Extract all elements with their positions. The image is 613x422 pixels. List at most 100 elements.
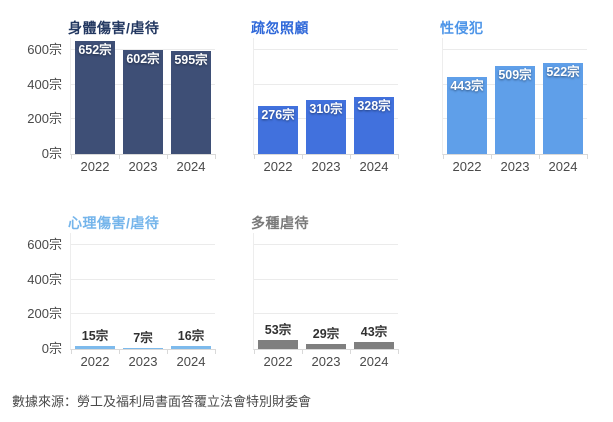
bar-value-label: 276宗 — [261, 108, 295, 122]
data-source-note: 數據來源：勞工及福利局書面答覆立法會特別財委會 — [12, 394, 312, 409]
x-axis-tickmark — [119, 349, 120, 354]
x-axis-tickmark — [539, 154, 540, 159]
x-tick-label: 2023 — [311, 159, 341, 174]
gridline — [443, 48, 587, 50]
x-tick-label: 2024 — [548, 159, 578, 174]
bar-2024[interactable] — [354, 342, 394, 349]
x-tick-label: 2023 — [128, 159, 158, 174]
x-axis-tickmark — [71, 349, 72, 354]
x-axis-tickmark — [350, 154, 351, 159]
gridline — [71, 48, 215, 50]
bar-value-label: 15宗 — [81, 329, 109, 343]
x-tick-label: 2022 — [80, 354, 110, 369]
plot-area: 443宗 2022 509宗 2023 522宗 2024 — [442, 38, 588, 174]
bar-value-label: 602宗 — [126, 52, 160, 66]
x-tick-label: 2024 — [359, 354, 389, 369]
y-tick-label: 400宗 — [27, 76, 62, 92]
chart-title-physical-abuse: 身體傷害/虐待 — [68, 19, 160, 36]
x-axis-tickmark — [443, 154, 444, 159]
x-tick-label: 2023 — [128, 354, 158, 369]
x-tick-label: 2022 — [452, 159, 482, 174]
gridline — [254, 278, 398, 280]
bar-value-label: 310宗 — [309, 102, 343, 116]
bar-value-label: 509宗 — [498, 68, 532, 82]
x-axis-tickmark — [350, 349, 351, 354]
bar-value-label: 29宗 — [312, 327, 340, 341]
bar-2022[interactable] — [447, 77, 487, 154]
x-tick-label: 2022 — [263, 159, 293, 174]
y-tick-label: 200宗 — [27, 306, 62, 322]
x-tick-label: 2024 — [359, 159, 389, 174]
chart-title-multiple-abuse: 多種虐待 — [251, 214, 309, 231]
bar-2022[interactable] — [258, 340, 298, 349]
x-tick-label: 2023 — [500, 159, 530, 174]
x-axis-tickmark — [587, 154, 588, 159]
bar-2022[interactable] — [75, 41, 115, 154]
x-axis-tickmark — [491, 154, 492, 159]
chart-title-neglect: 疏忽照顧 — [251, 19, 309, 36]
y-tick-label: 400宗 — [27, 271, 62, 287]
bar-2024[interactable] — [171, 346, 211, 349]
gridline — [254, 48, 398, 50]
bar-value-label: 595宗 — [174, 53, 208, 67]
x-tick-label: 2023 — [311, 354, 341, 369]
y-tick-label: 600宗 — [27, 41, 62, 57]
bar-2023[interactable] — [306, 344, 346, 349]
bar-2024[interactable] — [171, 51, 211, 154]
gridline — [254, 313, 398, 315]
x-tick-label: 2022 — [263, 354, 293, 369]
y-tick-label: 600宗 — [27, 236, 62, 252]
x-tick-label: 2024 — [176, 354, 206, 369]
bar-value-label: 43宗 — [360, 325, 388, 339]
bar-value-label: 522宗 — [546, 65, 580, 79]
chart-physical-abuse: 身體傷害/虐待 652宗 2022 602宗 2023 595宗 2024 0宗 200宗 4… — [8, 6, 228, 188]
x-axis-tickmark — [71, 154, 72, 159]
plot-area: 276宗 2022 310宗 2023 328宗 2024 — [253, 38, 399, 174]
y-tick-label: 0宗 — [41, 146, 62, 161]
x-tick-label: 2024 — [176, 159, 206, 174]
gridline — [71, 313, 215, 315]
bar-2024[interactable] — [543, 63, 583, 154]
chart-psychological-abuse: 心理傷害/虐待 15宗 2022 7宗 2023 16宗 2024 0宗 200宗 400宗 6… — [8, 201, 228, 383]
chart-sexual-assault: 性侵犯 443宗 2022 509宗 2023 522宗 2024 — [380, 6, 600, 188]
x-axis-tickmark — [254, 349, 255, 354]
gridline — [254, 83, 398, 85]
bar-value-label: 652宗 — [78, 43, 112, 57]
plot-area: 15宗 2022 7宗 2023 16宗 2024 — [70, 233, 216, 369]
x-tick-label: 2022 — [80, 159, 110, 174]
bar-2023[interactable] — [123, 50, 163, 154]
bar-2023[interactable] — [123, 348, 163, 349]
bar-value-label: 443宗 — [450, 79, 484, 93]
x-axis-tickmark — [398, 349, 399, 354]
gridline — [254, 243, 398, 245]
bar-value-label: 16宗 — [177, 329, 205, 343]
y-tick-label: 0宗 — [41, 341, 62, 356]
x-axis-tickmark — [302, 154, 303, 159]
chart-title-sexual-assault: 性侵犯 — [440, 19, 484, 36]
x-axis-tickmark — [398, 154, 399, 159]
bar-value-label: 7宗 — [133, 331, 153, 345]
x-axis-tickmark — [119, 154, 120, 159]
x-axis-tickmark — [254, 154, 255, 159]
x-axis-tickmark — [167, 154, 168, 159]
bar-value-label: 53宗 — [264, 323, 292, 337]
chart-title-psychological-abuse: 心理傷害/虐待 — [68, 214, 160, 231]
bar-2024[interactable] — [354, 97, 394, 154]
x-axis-tickmark — [215, 349, 216, 354]
gridline — [71, 243, 215, 245]
chart-multiple-abuse: 多種虐待 53宗 2022 29宗 2023 43宗 2024 — [191, 201, 411, 383]
x-axis-tickmark — [302, 349, 303, 354]
bar-2022[interactable] — [75, 346, 115, 349]
x-axis-tickmark — [215, 154, 216, 159]
y-tick-label: 200宗 — [27, 111, 62, 127]
chart-neglect: 疏忽照顧 276宗 2022 310宗 2023 328宗 2024 — [191, 6, 411, 188]
plot-area: 53宗 2022 29宗 2023 43宗 2024 — [253, 233, 399, 369]
gridline — [71, 278, 215, 280]
bar-value-label: 328宗 — [357, 99, 391, 113]
x-axis-tickmark — [167, 349, 168, 354]
bar-2022[interactable] — [258, 106, 298, 154]
bar-2023[interactable] — [495, 66, 535, 154]
plot-area: 652宗 2022 602宗 2023 595宗 2024 — [70, 38, 216, 174]
bar-2023[interactable] — [306, 100, 346, 154]
